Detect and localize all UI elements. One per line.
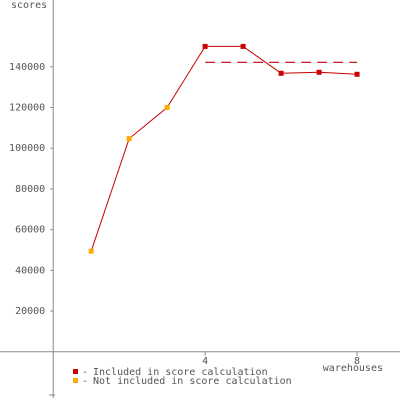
y-tick-label: 20000 <box>15 306 45 317</box>
legend-label: Not included in score calculation <box>93 376 292 387</box>
y-tick-label: 100000 <box>9 143 45 154</box>
line-segment <box>128 107 168 140</box>
line-segment <box>319 71 358 75</box>
data-point <box>354 71 360 77</box>
y-axis-label: scores <box>11 0 47 11</box>
data-point <box>202 43 208 49</box>
y-tick-label: 80000 <box>15 184 45 195</box>
y-tick-label: 60000 <box>15 225 45 236</box>
legend-dash: - <box>82 376 88 387</box>
legend-swatch <box>73 369 78 374</box>
x-tick-label: 4 <box>202 356 208 367</box>
line-segment <box>281 71 320 74</box>
data-point <box>278 70 284 76</box>
data-point <box>240 43 246 49</box>
line-segment <box>242 46 282 74</box>
data-point <box>164 104 170 110</box>
line-segment <box>90 138 130 252</box>
data-point <box>316 69 322 75</box>
y-tick-label: 40000 <box>15 265 45 276</box>
data-point <box>88 248 94 254</box>
legend-swatch <box>73 378 78 383</box>
legend-label: Included in score calculation <box>93 367 268 378</box>
x-tick-label: 8 <box>354 356 360 367</box>
x-axis-label: warehouses <box>323 363 383 374</box>
y-tick-label: 140000 <box>9 62 45 73</box>
line-segment <box>166 46 206 108</box>
data-point <box>126 136 132 142</box>
y-tick-label: 120000 <box>9 102 45 113</box>
legend-dash: - <box>82 367 88 378</box>
